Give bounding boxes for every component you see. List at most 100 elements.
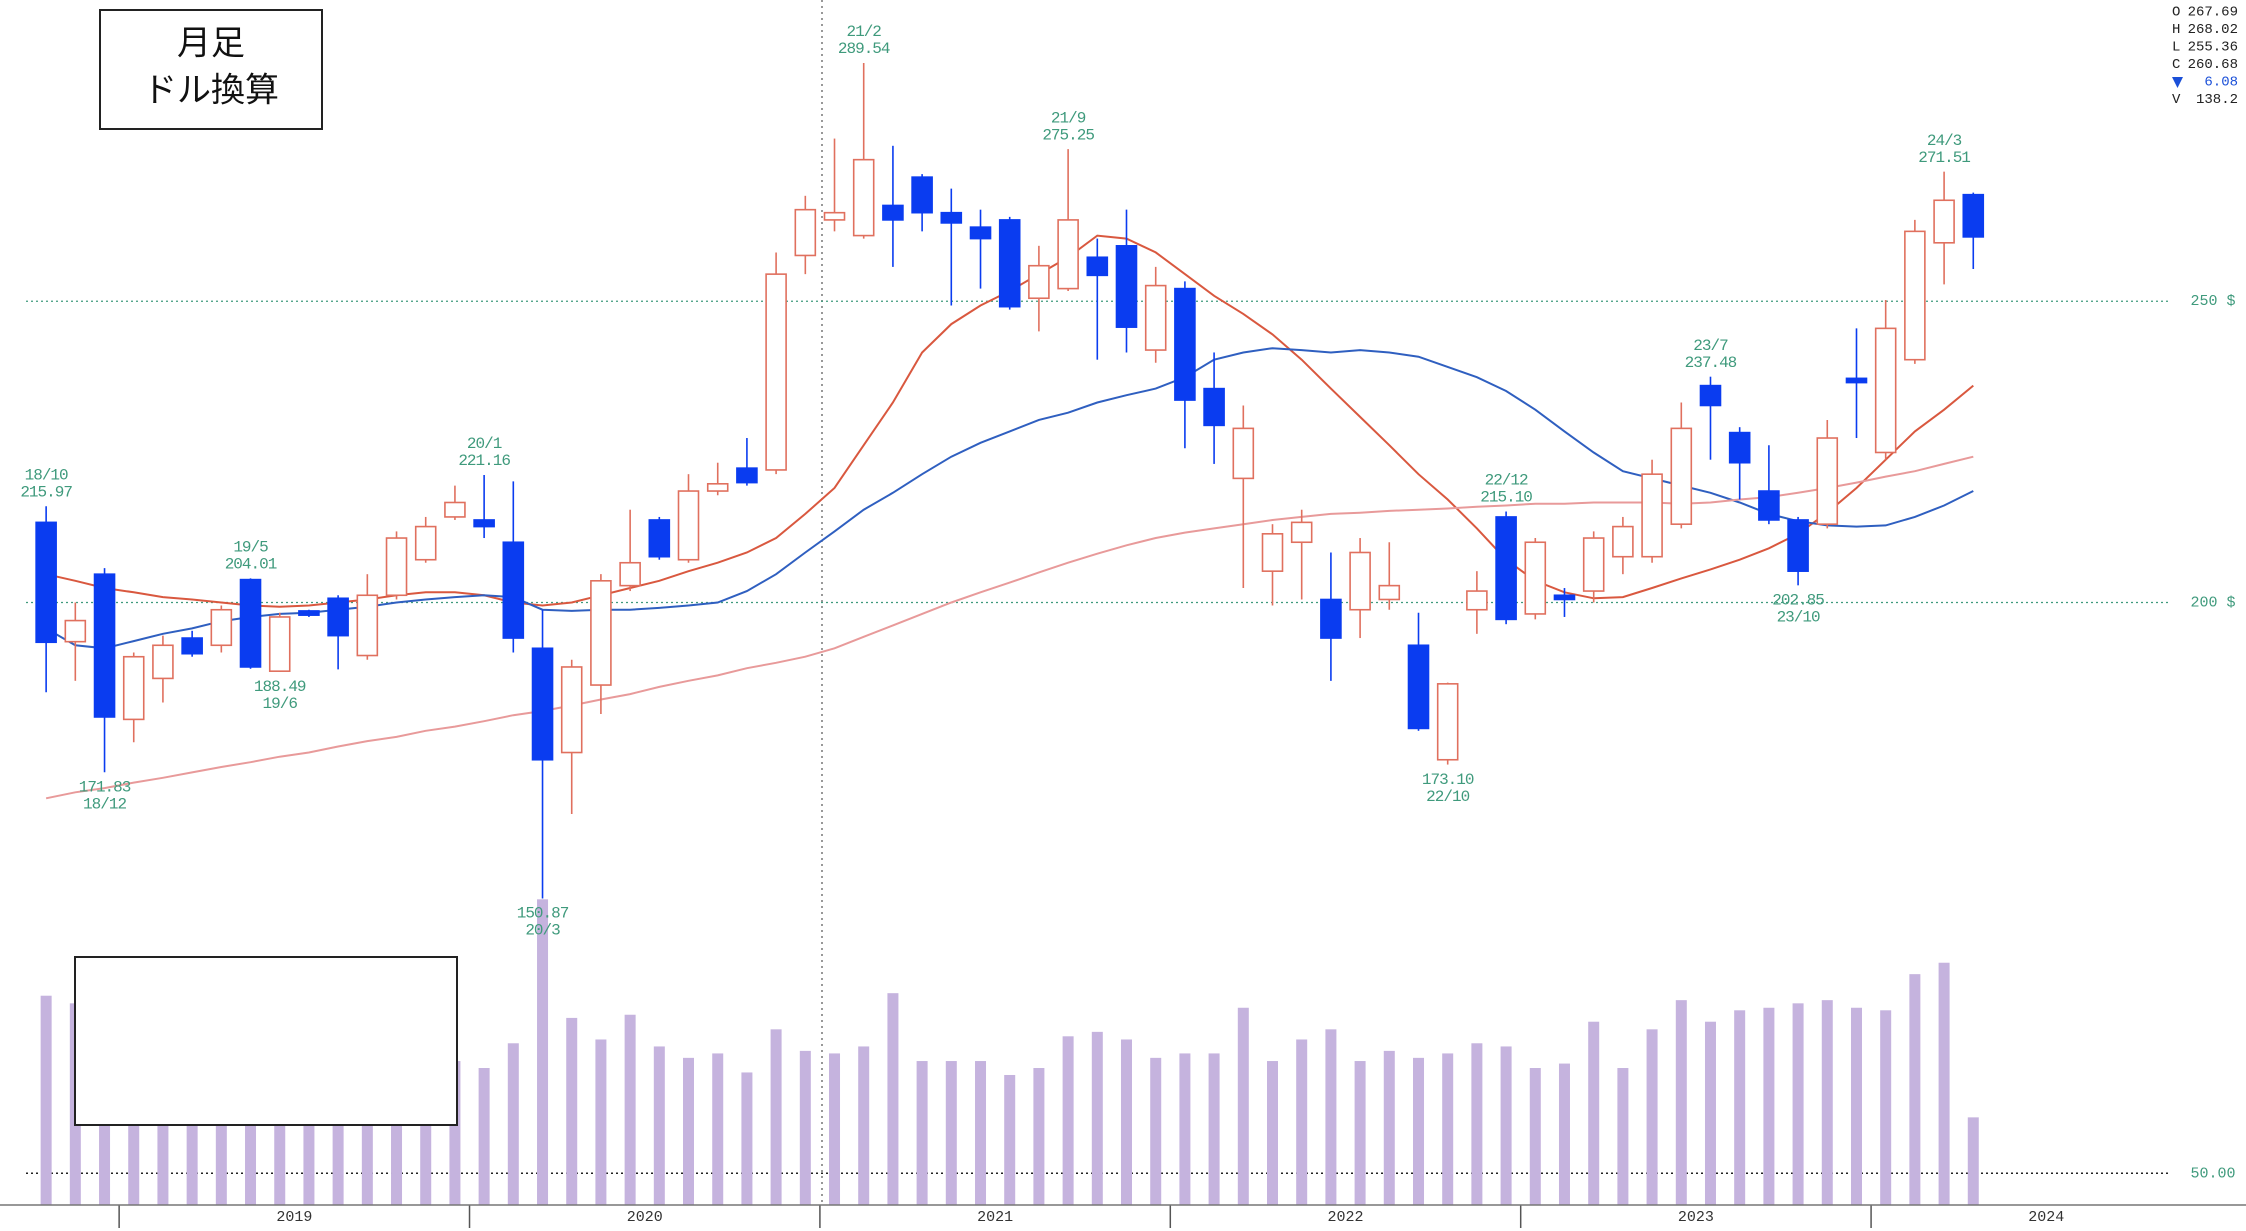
volume-bar	[507, 1043, 519, 1205]
x-tick-label: 2023	[1678, 1209, 1714, 1226]
volume-bar	[595, 1039, 607, 1205]
candle-body	[648, 519, 671, 558]
volume-bar	[1266, 1061, 1278, 1205]
volume-bar	[1354, 1061, 1366, 1205]
volume-bar	[1909, 974, 1921, 1205]
annotation-value: 237.48	[1685, 354, 1737, 372]
readout-label: C	[2172, 57, 2180, 73]
annotation-value: 271.51	[1918, 149, 1970, 167]
candle-body	[852, 158, 875, 237]
candle-body	[911, 176, 933, 214]
volume-bar	[770, 1029, 782, 1205]
candle-body	[1670, 427, 1693, 525]
volume-bar	[1704, 1021, 1716, 1205]
annotation-date: 18/10	[25, 466, 68, 484]
volume-bar	[128, 1053, 140, 1205]
volume-bar	[1033, 1068, 1045, 1205]
annotation-value: 188.49	[254, 678, 306, 696]
candle-body	[1261, 533, 1284, 572]
y2-tick-label: 50.00	[2190, 1165, 2235, 1182]
candle-body	[181, 637, 203, 655]
candle-body	[1203, 387, 1225, 427]
candle-body	[473, 519, 495, 528]
candle-body	[1758, 490, 1780, 521]
candle-body	[882, 204, 904, 221]
annotation-value: 221.16	[458, 452, 510, 470]
volume-bar	[1062, 1036, 1074, 1205]
readout-value: 138.2	[2196, 92, 2238, 108]
volume-bar	[1208, 1053, 1220, 1205]
annotation-date: 24/3	[1927, 132, 1962, 150]
candle-body	[706, 483, 729, 492]
volume-bar	[1413, 1057, 1425, 1205]
candle-layer	[35, 63, 1985, 899]
x-tick-label: 2022	[1327, 1209, 1363, 1226]
annotation-value: 215.10	[1480, 489, 1532, 507]
candle-body	[1641, 473, 1663, 558]
candle-body	[940, 211, 963, 224]
volume-bar	[449, 1061, 461, 1205]
volume-bar	[1675, 1000, 1687, 1205]
volume-bar	[799, 1050, 811, 1205]
annotation-value: 215.97	[20, 483, 72, 501]
candle-body	[1057, 219, 1079, 290]
readout-value: 268.02	[2188, 22, 2238, 38]
volume-bar	[1091, 1031, 1103, 1205]
volume-bar	[1179, 1053, 1191, 1205]
candle-body	[1495, 516, 1517, 621]
annotation-date: 18/12	[83, 795, 126, 813]
volume-bar	[1850, 1007, 1862, 1205]
annotation-value: 204.01	[225, 556, 277, 574]
candle-body	[93, 573, 116, 718]
readout-label: O	[2172, 5, 2180, 21]
candle-body	[677, 490, 700, 561]
title-box	[99, 9, 323, 130]
volume-bar	[1442, 1053, 1454, 1205]
volume-bar	[1792, 1003, 1804, 1205]
candle-body	[1699, 384, 1722, 407]
annotation-date: 21/2	[846, 23, 881, 41]
candle-body	[298, 610, 320, 616]
x-tick-label: 2019	[276, 1209, 312, 1226]
chart-subtitle: ドル換算	[143, 71, 279, 111]
annotation-date: 19/5	[233, 539, 268, 557]
volume-bar	[1383, 1050, 1395, 1205]
candle-body	[1144, 284, 1167, 351]
volume-bar	[887, 993, 899, 1205]
volume-bar	[624, 1014, 636, 1205]
volume-bar	[1120, 1039, 1132, 1205]
x-tick-label: 2024	[2028, 1209, 2064, 1226]
annotation-value: 289.54	[838, 40, 890, 58]
volume-bar	[1529, 1068, 1541, 1205]
candle-body	[531, 647, 554, 761]
volume-bar	[1296, 1039, 1308, 1205]
volume-bar	[566, 1017, 578, 1205]
candle-body	[35, 521, 57, 644]
y-tick-label: 200 $	[2190, 594, 2235, 611]
candle-body	[1874, 327, 1897, 454]
volume-bar	[975, 1061, 987, 1205]
candle-body	[268, 616, 291, 672]
annotation-date: 23/7	[1693, 337, 1728, 355]
annotation-date: 20/1	[467, 435, 502, 453]
candle-body	[414, 525, 437, 561]
candle-body	[1845, 377, 1868, 384]
candle-body	[1115, 245, 1138, 328]
candle-body	[1962, 193, 1985, 238]
volume-bar	[1325, 1029, 1337, 1205]
annotation-date: 19/6	[263, 695, 298, 713]
annotation-date: 23/10	[1777, 609, 1820, 627]
candle-body	[823, 211, 846, 221]
annotation-value: 202.85	[1772, 592, 1824, 610]
volume-bar	[186, 1053, 198, 1205]
annotation-value: 173.10	[1422, 771, 1474, 789]
annotation-date: 21/9	[1051, 109, 1086, 127]
candle-body	[1728, 431, 1751, 464]
annotation-date: 20/3	[525, 922, 560, 940]
volume-bar	[945, 1061, 957, 1205]
volume-bar	[683, 1057, 695, 1205]
volume-bar	[1237, 1007, 1249, 1205]
volume-bar	[1150, 1057, 1162, 1205]
candle-body	[1466, 590, 1488, 611]
volume-bar	[1588, 1021, 1600, 1205]
